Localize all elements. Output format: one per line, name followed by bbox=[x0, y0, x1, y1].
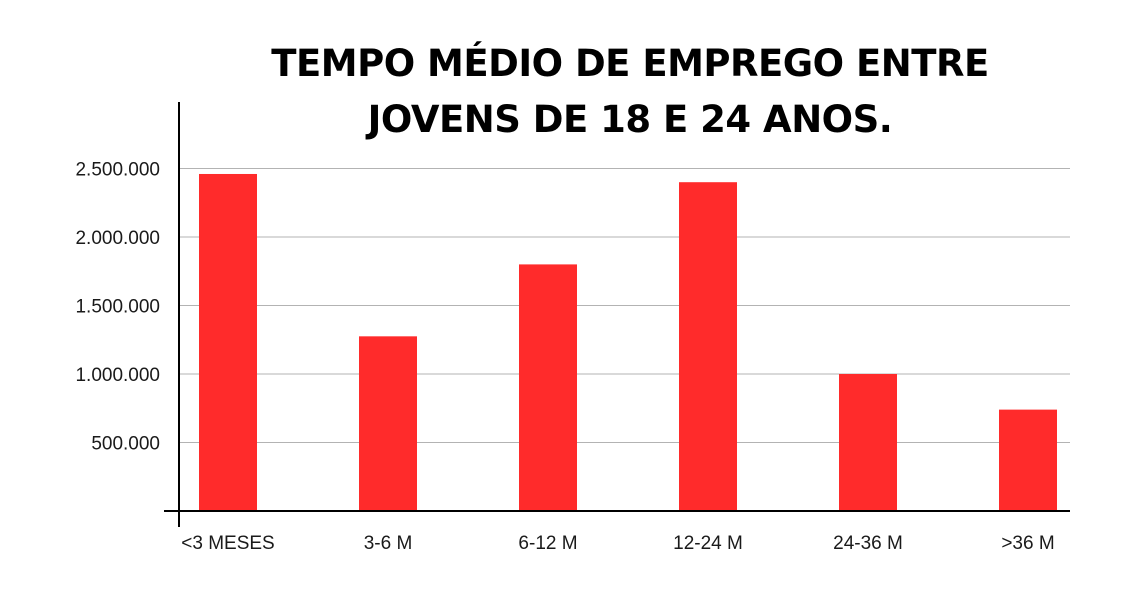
chart-title-line-1: TEMPO MÉDIO DE EMPREGO ENTRE bbox=[271, 42, 989, 85]
y-tick-labels: 500.000 1.000.000 1.500.000 2.000.000 2.500.… bbox=[75, 160, 160, 455]
bar bbox=[999, 409, 1057, 511]
x-tick-label: >36 M bbox=[1001, 533, 1054, 554]
x-tick-label: <3 MESES bbox=[181, 533, 274, 554]
y-tick-label: 500.000 bbox=[91, 434, 160, 455]
x-tick-label: 3-6 M bbox=[364, 533, 413, 554]
y-tick-label: 1.500.000 bbox=[75, 297, 160, 318]
y-tick-label: 1.000.000 bbox=[75, 365, 160, 386]
bar bbox=[359, 336, 417, 511]
bar bbox=[839, 374, 897, 511]
axes bbox=[164, 102, 1070, 527]
gridlines bbox=[179, 168, 1070, 443]
y-tick-label: 2.500.000 bbox=[75, 160, 160, 181]
chart-title-line-2: JOVENS DE 18 E 24 ANOS. bbox=[367, 98, 893, 141]
chart-title: TEMPO MÉDIO DE EMPREGO ENTRE JOVENS DE 1… bbox=[200, 36, 1060, 148]
bar bbox=[519, 264, 577, 511]
x-tick-label: 24-36 M bbox=[833, 533, 903, 554]
bar bbox=[199, 173, 257, 512]
y-tick-label: 2.000.000 bbox=[75, 228, 160, 249]
x-tick-labels: <3 MESES 3-6 M 6-12 M 12-24 M 24-36 M >36 M bbox=[181, 533, 1054, 554]
bars bbox=[199, 173, 1057, 512]
x-tick-label: 12-24 M bbox=[673, 533, 743, 554]
bar bbox=[679, 182, 737, 511]
x-tick-label: 6-12 M bbox=[518, 533, 577, 554]
